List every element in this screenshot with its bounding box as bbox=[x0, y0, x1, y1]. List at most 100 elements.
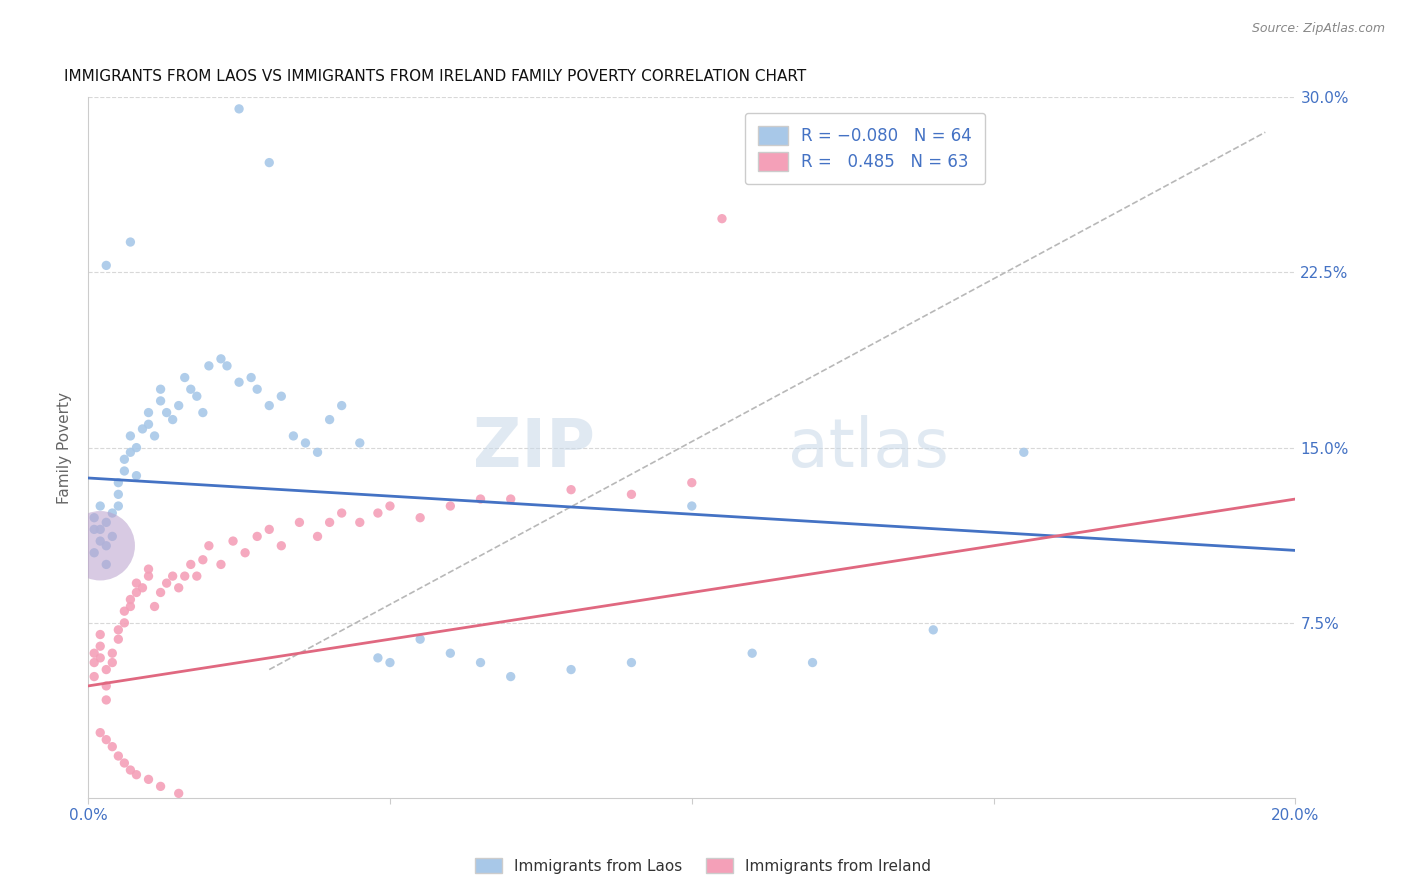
Point bbox=[257, 522, 280, 536]
Point bbox=[101, 739, 124, 754]
Point bbox=[349, 436, 371, 450]
Point bbox=[89, 499, 111, 513]
Point bbox=[560, 663, 582, 677]
Point bbox=[162, 412, 184, 426]
Point bbox=[439, 646, 461, 660]
Point bbox=[215, 359, 238, 373]
Point bbox=[83, 669, 105, 683]
Point bbox=[560, 483, 582, 497]
Point bbox=[233, 546, 256, 560]
Point bbox=[125, 767, 148, 781]
Legend: Immigrants from Laos, Immigrants from Ireland: Immigrants from Laos, Immigrants from Ir… bbox=[468, 852, 938, 880]
Point bbox=[191, 553, 214, 567]
Point bbox=[96, 558, 118, 572]
Point bbox=[711, 211, 734, 226]
Point bbox=[107, 499, 129, 513]
Point bbox=[138, 417, 160, 432]
Point bbox=[96, 663, 118, 677]
Point bbox=[228, 375, 250, 389]
Point bbox=[180, 558, 202, 572]
Point bbox=[125, 441, 148, 455]
Point bbox=[257, 155, 280, 169]
Point bbox=[120, 599, 142, 614]
Point bbox=[367, 506, 389, 520]
Point bbox=[89, 725, 111, 739]
Point bbox=[198, 359, 221, 373]
Point bbox=[162, 569, 184, 583]
Point bbox=[198, 539, 221, 553]
Point bbox=[257, 399, 280, 413]
Point bbox=[131, 581, 153, 595]
Point bbox=[89, 522, 111, 536]
Point bbox=[101, 646, 124, 660]
Legend: R = −0.080   N = 64, R =   0.485   N = 63: R = −0.080 N = 64, R = 0.485 N = 63 bbox=[745, 112, 986, 185]
Text: Source: ZipAtlas.com: Source: ZipAtlas.com bbox=[1251, 22, 1385, 36]
Point bbox=[107, 475, 129, 490]
Point bbox=[741, 646, 763, 660]
Point bbox=[89, 534, 111, 549]
Point bbox=[209, 351, 232, 366]
Point bbox=[107, 623, 129, 637]
Point bbox=[112, 615, 135, 630]
Point bbox=[270, 539, 292, 553]
Point bbox=[681, 499, 703, 513]
Point bbox=[330, 506, 353, 520]
Point bbox=[138, 569, 160, 583]
Point bbox=[89, 639, 111, 653]
Point bbox=[228, 102, 250, 116]
Point bbox=[101, 529, 124, 543]
Point bbox=[149, 393, 172, 408]
Point bbox=[125, 468, 148, 483]
Point bbox=[167, 399, 190, 413]
Point bbox=[288, 516, 311, 530]
Point bbox=[209, 558, 232, 572]
Point bbox=[83, 522, 105, 536]
Point bbox=[107, 632, 129, 647]
Point bbox=[330, 399, 353, 413]
Point bbox=[125, 576, 148, 591]
Point bbox=[186, 569, 208, 583]
Point bbox=[101, 506, 124, 520]
Point bbox=[246, 382, 269, 396]
Point bbox=[107, 487, 129, 501]
Point bbox=[149, 780, 172, 794]
Point bbox=[318, 516, 340, 530]
Point bbox=[367, 651, 389, 665]
Point bbox=[96, 259, 118, 273]
Point bbox=[167, 786, 190, 800]
Point bbox=[83, 546, 105, 560]
Y-axis label: Family Poverty: Family Poverty bbox=[58, 392, 72, 504]
Point bbox=[307, 529, 329, 543]
Point bbox=[138, 562, 160, 576]
Point bbox=[186, 389, 208, 403]
Point bbox=[378, 499, 401, 513]
Point bbox=[246, 529, 269, 543]
Point bbox=[131, 422, 153, 436]
Point bbox=[96, 732, 118, 747]
Point bbox=[620, 656, 643, 670]
Point bbox=[173, 370, 195, 384]
Point bbox=[409, 510, 432, 524]
Point bbox=[409, 632, 432, 647]
Point bbox=[143, 599, 166, 614]
Point bbox=[120, 235, 142, 249]
Point bbox=[378, 656, 401, 670]
Point bbox=[96, 679, 118, 693]
Point bbox=[283, 429, 305, 443]
Point bbox=[96, 693, 118, 707]
Point bbox=[120, 763, 142, 777]
Point bbox=[101, 656, 124, 670]
Point bbox=[83, 510, 105, 524]
Point bbox=[270, 389, 292, 403]
Point bbox=[294, 436, 316, 450]
Point bbox=[112, 452, 135, 467]
Point bbox=[307, 445, 329, 459]
Point bbox=[470, 491, 492, 506]
Point bbox=[167, 581, 190, 595]
Point bbox=[318, 412, 340, 426]
Point bbox=[96, 516, 118, 530]
Point bbox=[138, 772, 160, 787]
Point bbox=[96, 539, 118, 553]
Point bbox=[120, 445, 142, 459]
Point bbox=[120, 592, 142, 607]
